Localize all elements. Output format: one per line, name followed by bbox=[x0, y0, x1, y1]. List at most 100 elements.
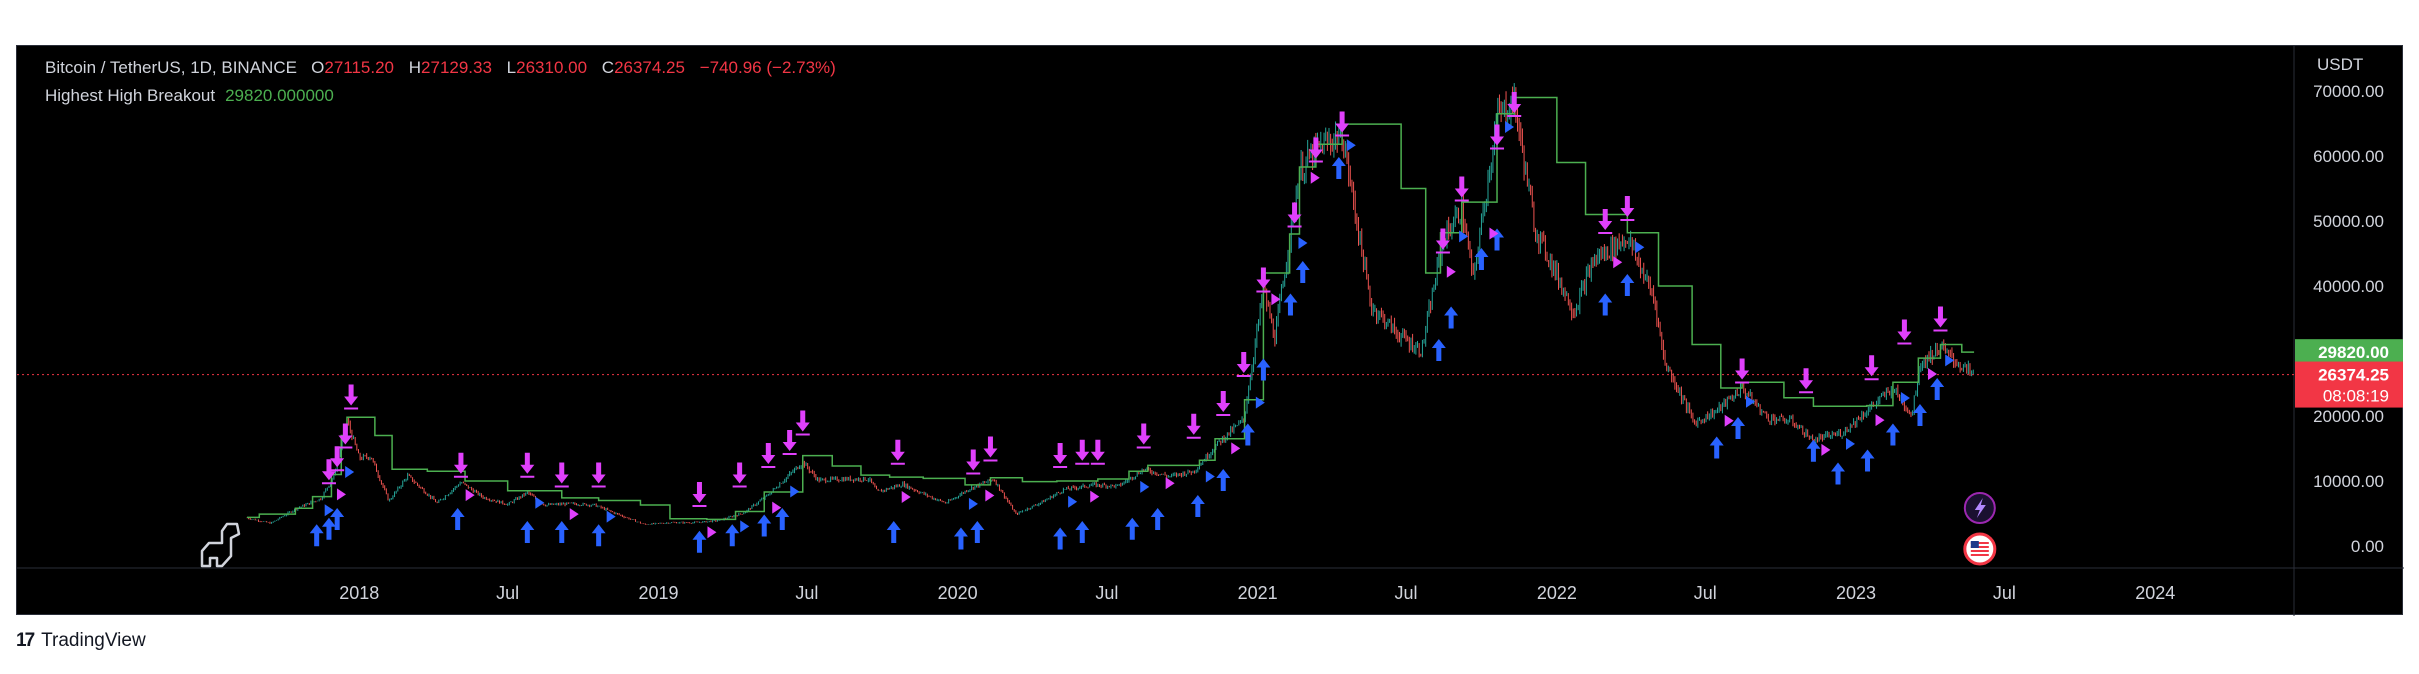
signal-marker-icon bbox=[772, 501, 782, 514]
buy-arrow-icon bbox=[1125, 517, 1140, 540]
sell-arrow-icon bbox=[1287, 202, 1302, 228]
tradingview-logo-icon[interactable]: 17 bbox=[16, 630, 35, 651]
buy-arrow-icon bbox=[1831, 462, 1846, 485]
signal-marker-icon bbox=[465, 489, 475, 502]
dino-mascot-icon bbox=[200, 522, 241, 568]
signal-marker-icon bbox=[336, 488, 346, 501]
buy-arrow-icon bbox=[1150, 508, 1165, 530]
buy-arrow-icon bbox=[1053, 527, 1068, 550]
sell-arrow-icon bbox=[554, 462, 569, 488]
sell-arrow-icon bbox=[732, 462, 747, 488]
indicator-legend[interactable]: Highest High Breakout 29820.000000 bbox=[45, 86, 334, 106]
chart-panel[interactable]: 70000.0060000.0050000.0040000.0030000.00… bbox=[16, 45, 2404, 616]
chart-canvas[interactable]: 70000.0060000.0050000.0040000.0030000.00… bbox=[17, 46, 2404, 616]
sell-arrow-icon bbox=[761, 443, 776, 468]
sell-arrow-icon bbox=[692, 482, 707, 507]
sell-arrow-icon bbox=[344, 384, 359, 410]
buy-arrow-icon bbox=[1806, 439, 1821, 462]
buy-arrow-icon bbox=[1444, 306, 1459, 329]
signal-marker-icon bbox=[1068, 495, 1078, 508]
sell-arrow-icon bbox=[1598, 209, 1613, 234]
buy-arrow-icon bbox=[1240, 423, 1255, 446]
buy-arrow-icon bbox=[1075, 521, 1090, 543]
signal-marker-icon bbox=[1090, 490, 1100, 503]
price-tick-label: 60000.00 bbox=[2313, 147, 2384, 166]
last-price-tag-text: 26374.25 bbox=[2318, 366, 2389, 385]
sell-arrow-icon bbox=[1216, 391, 1231, 416]
sell-arrow-icon bbox=[1090, 439, 1105, 465]
us-flag-event-icon bbox=[1963, 532, 1997, 566]
sell-arrow-icon bbox=[1490, 124, 1505, 150]
price-tick-label: 0.00 bbox=[2351, 537, 2384, 556]
time-tick-label: 2024 bbox=[2135, 583, 2175, 603]
time-tick-label: Jul bbox=[1993, 583, 2016, 603]
buy-arrow-icon bbox=[1731, 417, 1746, 439]
sell-arrow-icon bbox=[890, 439, 905, 465]
sell-arrow-icon bbox=[1799, 368, 1814, 394]
sell-arrow-icon bbox=[1256, 267, 1271, 293]
signal-marker-icon bbox=[1900, 392, 1910, 405]
buy-arrow-icon bbox=[1709, 436, 1724, 459]
buy-arrow-icon bbox=[1283, 293, 1298, 316]
sell-arrow-icon bbox=[1735, 358, 1750, 384]
signal-marker-icon bbox=[707, 526, 717, 539]
sell-arrow-icon bbox=[966, 449, 981, 475]
high-label: H bbox=[408, 58, 422, 77]
signal-marker-icon bbox=[1505, 121, 1515, 133]
buy-arrow-icon bbox=[554, 521, 569, 543]
price-tick-label: 10000.00 bbox=[2313, 472, 2384, 491]
time-tick-label: Jul bbox=[795, 583, 818, 603]
flag-stripe bbox=[1970, 554, 1989, 556]
signal-marker-icon bbox=[1635, 241, 1645, 254]
sell-arrow-icon bbox=[1620, 196, 1635, 221]
signal-marker-icon bbox=[1310, 171, 1320, 184]
time-tick-label: 2023 bbox=[1836, 583, 1876, 603]
sell-arrow-icon bbox=[1864, 355, 1879, 381]
buy-arrow-icon bbox=[1190, 495, 1205, 517]
buy-arrow-icon bbox=[953, 527, 968, 550]
buy-arrow-icon bbox=[1431, 339, 1446, 361]
signal-marker-icon bbox=[790, 485, 800, 498]
sell-arrow-icon bbox=[1933, 306, 1948, 332]
flag-stripe bbox=[1970, 546, 1989, 548]
price-tick-label: 20000.00 bbox=[2313, 407, 2384, 426]
open-value: 27115.20 bbox=[324, 58, 395, 77]
buy-arrow-icon bbox=[1216, 469, 1231, 491]
signal-marker-icon bbox=[1875, 414, 1885, 427]
countdown-tag-text: 08:08:19 bbox=[2323, 387, 2389, 406]
sell-arrow-icon bbox=[1897, 319, 1912, 345]
sell-arrow-icon bbox=[330, 446, 345, 472]
footer: 17 TradingView bbox=[16, 630, 146, 652]
buy-arrow-icon bbox=[970, 521, 985, 543]
sell-arrow-icon bbox=[795, 410, 810, 436]
candles bbox=[246, 83, 1974, 525]
price-tick-label: 70000.00 bbox=[2313, 82, 2384, 101]
lightning-bolt-icon bbox=[1974, 498, 1986, 518]
indicator-value: 29820.000000 bbox=[225, 86, 334, 105]
buy-arrow-icon bbox=[591, 524, 606, 547]
time-tick-label: Jul bbox=[1694, 583, 1717, 603]
low-label: L bbox=[506, 58, 517, 77]
signal-marker-icon bbox=[1927, 368, 1937, 380]
open-label: O bbox=[311, 58, 325, 77]
buy-arrow-icon bbox=[775, 508, 790, 530]
sell-arrow-icon bbox=[1236, 352, 1251, 377]
buy-arrow-icon bbox=[330, 508, 345, 530]
sell-arrow-icon bbox=[1435, 228, 1450, 254]
sell-arrow-icon bbox=[1186, 413, 1201, 439]
signal-marker-icon bbox=[1446, 265, 1456, 278]
buy-arrow-icon bbox=[1598, 293, 1613, 316]
buy-arrow-icon bbox=[886, 521, 901, 543]
close-label: C bbox=[601, 58, 615, 77]
signal-marker-icon bbox=[345, 465, 355, 478]
change-value: −740.96 (−2.73%) bbox=[699, 58, 836, 77]
currency-label: USDT bbox=[2317, 55, 2363, 74]
buy-arrow-icon bbox=[1474, 248, 1489, 270]
buy-arrow-icon bbox=[725, 524, 740, 547]
buy-arrow-icon bbox=[1860, 449, 1875, 472]
sell-arrow-icon bbox=[453, 452, 468, 478]
signal-marker-icon bbox=[1271, 293, 1281, 306]
signal-marker-icon bbox=[1746, 395, 1756, 408]
indicator-name: Highest High Breakout bbox=[45, 86, 216, 105]
symbol-legend[interactable]: Bitcoin / TetherUS, 1D, BINANCE O27115.2… bbox=[45, 58, 836, 78]
